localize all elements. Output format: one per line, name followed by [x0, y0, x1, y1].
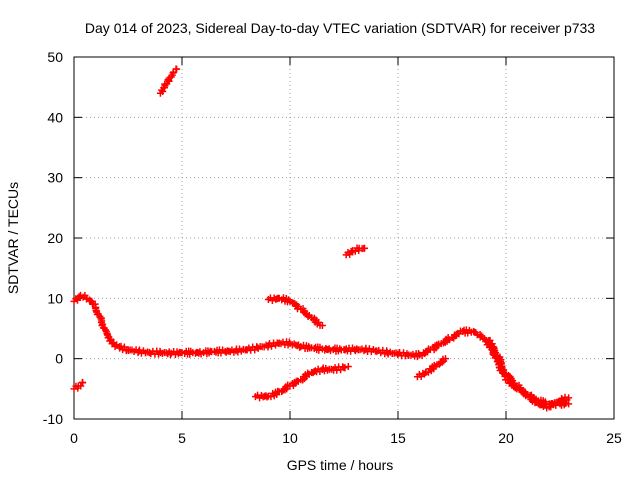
- y-tick-label: 50: [47, 49, 63, 65]
- series-arc-dip: [70, 378, 87, 393]
- data-point: [361, 244, 369, 252]
- data-series: [70, 65, 573, 412]
- y-tick-label: 20: [47, 230, 63, 246]
- data-point: [304, 313, 312, 321]
- y-tick-label: 10: [47, 290, 63, 306]
- y-tick-label: -10: [43, 411, 63, 427]
- series-arc-high: [156, 65, 181, 97]
- data-point: [173, 65, 181, 73]
- data-point: [565, 394, 573, 402]
- y-tick-label: 40: [47, 109, 63, 125]
- y-tick-label: 0: [55, 351, 63, 367]
- series-arc-descending: [264, 294, 326, 329]
- x-tick-label: 15: [390, 430, 406, 446]
- x-tick-label: 0: [70, 430, 78, 446]
- data-point: [159, 87, 167, 95]
- data-point: [117, 342, 125, 350]
- series-arc-mid: [342, 244, 369, 259]
- series-arc-main: [70, 291, 573, 409]
- data-point: [285, 296, 293, 304]
- series-arc-late: [413, 355, 450, 381]
- data-point: [318, 321, 326, 329]
- grid: [74, 57, 614, 419]
- data-point: [146, 349, 154, 357]
- data-point: [565, 400, 573, 408]
- data-point: [99, 320, 107, 328]
- data-point: [79, 379, 87, 387]
- x-tick-label: 25: [606, 430, 622, 446]
- y-tick-labels: -10 0 10 20 30 40 50: [43, 49, 63, 427]
- data-point: [500, 366, 508, 374]
- series-arc-rising: [251, 363, 352, 402]
- y-tick-label: 30: [47, 170, 63, 186]
- data-point: [120, 343, 128, 351]
- x-axis-label: GPS time / hours: [287, 457, 394, 473]
- data-point: [296, 343, 304, 351]
- y-axis-label: SDTVAR / TECUs: [5, 182, 21, 294]
- chart-title: Day 014 of 2023, Sidereal Day-to-day VTE…: [84, 20, 596, 36]
- x-tick-label: 5: [178, 430, 186, 446]
- data-point: [344, 363, 352, 371]
- data-point: [560, 401, 568, 409]
- data-point: [341, 364, 349, 372]
- x-tick-labels: 0 5 10 15 20 25: [70, 430, 622, 446]
- data-point: [520, 390, 528, 398]
- data-point: [559, 397, 567, 405]
- axis-ticks: [73, 56, 615, 420]
- data-point: [442, 355, 450, 363]
- series-arc-tail: [485, 336, 573, 412]
- x-tick-label: 20: [498, 430, 514, 446]
- x-tick-label: 10: [282, 430, 298, 446]
